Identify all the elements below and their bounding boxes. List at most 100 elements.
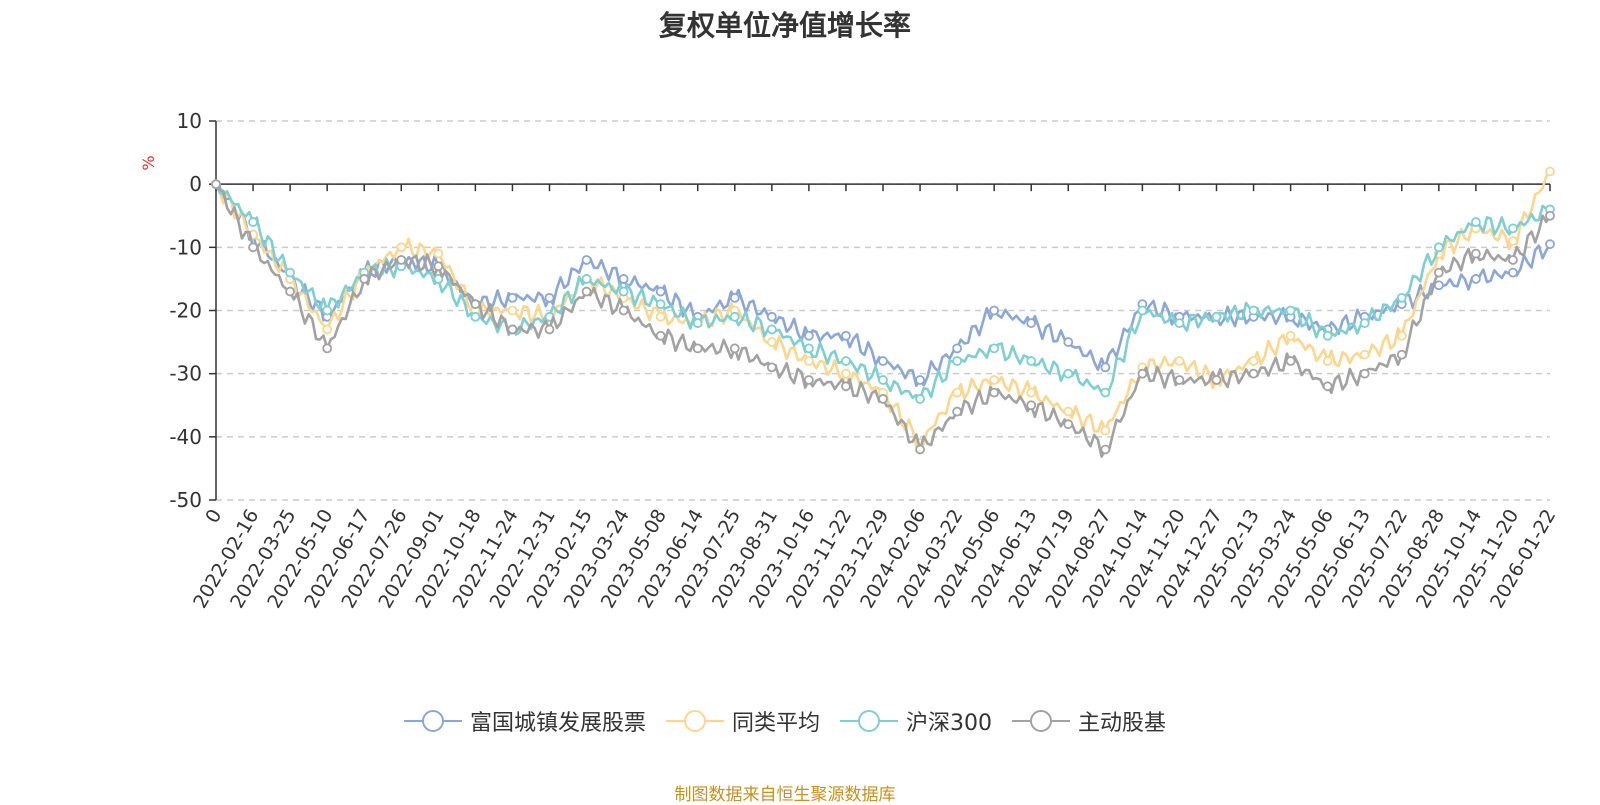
data-point[interactable]: [1063, 337, 1074, 347]
data-point[interactable]: [1470, 248, 1481, 259]
data-point[interactable]: [989, 343, 1000, 354]
data-point[interactable]: [248, 242, 258, 253]
data-point[interactable]: [507, 292, 518, 303]
data-point[interactable]: [766, 337, 777, 347]
data-point[interactable]: [878, 375, 888, 385]
data-point[interactable]: [989, 305, 1000, 316]
data-point[interactable]: [1248, 356, 1259, 366]
data-point[interactable]: [1100, 425, 1111, 436]
data-point[interactable]: [1396, 330, 1407, 341]
data-point[interactable]: [1508, 267, 1518, 278]
data-point[interactable]: [692, 318, 703, 329]
data-point[interactable]: [766, 324, 777, 335]
data-point[interactable]: [285, 267, 296, 278]
data-point[interactable]: [322, 343, 333, 354]
data-point[interactable]: [803, 343, 814, 354]
legend-item[interactable]: 富国城镇发展股票: [403, 705, 646, 737]
data-point[interactable]: [1174, 356, 1185, 366]
data-point[interactable]: [841, 356, 851, 366]
data-point[interactable]: [1174, 318, 1185, 329]
data-point[interactable]: [1433, 267, 1444, 278]
data-point[interactable]: [1063, 419, 1074, 430]
data-point[interactable]: [248, 217, 258, 227]
data-point[interactable]: [1359, 368, 1370, 379]
data-point[interactable]: [692, 343, 703, 354]
data-point[interactable]: [1322, 356, 1333, 366]
data-point[interactable]: [544, 324, 555, 335]
data-point[interactable]: [803, 375, 814, 385]
data-point[interactable]: [1026, 387, 1037, 398]
data-point[interactable]: [1285, 330, 1296, 341]
data-point[interactable]: [1359, 349, 1370, 360]
data-point[interactable]: [1285, 356, 1296, 366]
data-point[interactable]: [655, 286, 666, 297]
data-point[interactable]: [1100, 362, 1111, 373]
data-point[interactable]: [1285, 305, 1296, 316]
data-point[interactable]: [618, 305, 629, 316]
data-point[interactable]: [729, 292, 740, 303]
data-point[interactable]: [1026, 356, 1037, 366]
data-point[interactable]: [433, 274, 444, 284]
data-point[interactable]: [359, 274, 370, 284]
data-point[interactable]: [581, 255, 592, 265]
data-point[interactable]: [878, 356, 888, 366]
data-point[interactable]: [1248, 305, 1259, 316]
data-point[interactable]: [952, 387, 963, 398]
data-point[interactable]: [841, 381, 851, 392]
data-point[interactable]: [1545, 239, 1555, 250]
data-point[interactable]: [915, 444, 925, 455]
data-point[interactable]: [1211, 375, 1222, 385]
data-point[interactable]: [1100, 444, 1111, 455]
legend-item[interactable]: 同类平均: [665, 705, 820, 737]
legend-item[interactable]: 沪深300: [840, 705, 992, 737]
data-point[interactable]: [618, 274, 629, 284]
data-point[interactable]: [581, 274, 592, 284]
data-point[interactable]: [729, 343, 740, 354]
data-point[interactable]: [433, 261, 444, 272]
data-point[interactable]: [1396, 292, 1407, 303]
data-point[interactable]: [841, 330, 851, 341]
data-point[interactable]: [544, 292, 555, 303]
data-point[interactable]: [1100, 387, 1111, 398]
data-point[interactable]: [989, 375, 1000, 385]
data-point[interactable]: [878, 394, 888, 404]
data-point[interactable]: [1137, 305, 1148, 316]
data-point[interactable]: [1063, 406, 1074, 417]
data-point[interactable]: [322, 305, 333, 316]
data-point[interactable]: [915, 375, 925, 385]
data-point[interactable]: [618, 286, 629, 297]
data-point[interactable]: [1322, 330, 1333, 341]
data-point[interactable]: [1545, 210, 1555, 221]
data-point[interactable]: [1359, 318, 1370, 329]
data-point[interactable]: [1470, 217, 1481, 227]
data-point[interactable]: [655, 311, 666, 322]
data-point[interactable]: [507, 324, 518, 335]
data-point[interactable]: [1508, 223, 1518, 234]
data-point[interactable]: [1322, 381, 1333, 392]
data-point[interactable]: [470, 311, 481, 322]
data-point[interactable]: [1508, 236, 1518, 246]
data-point[interactable]: [841, 368, 851, 379]
legend-item[interactable]: 主动股基: [1012, 705, 1166, 737]
data-point[interactable]: [1470, 274, 1481, 284]
data-point[interactable]: [1508, 255, 1518, 265]
data-point[interactable]: [1026, 318, 1037, 329]
data-point[interactable]: [396, 242, 407, 253]
data-point[interactable]: [1137, 368, 1148, 379]
data-point[interactable]: [655, 330, 666, 341]
data-point[interactable]: [1248, 368, 1259, 379]
data-point[interactable]: [952, 406, 963, 417]
data-point[interactable]: [322, 324, 333, 335]
data-point[interactable]: [1433, 280, 1444, 291]
data-point[interactable]: [989, 387, 1000, 398]
data-point[interactable]: [396, 255, 407, 265]
data-point[interactable]: [1433, 242, 1444, 253]
data-point[interactable]: [1063, 368, 1074, 379]
data-point[interactable]: [211, 179, 221, 190]
data-point[interactable]: [1545, 166, 1555, 177]
data-point[interactable]: [655, 299, 666, 310]
data-point[interactable]: [581, 286, 592, 297]
data-point[interactable]: [433, 248, 444, 259]
data-point[interactable]: [285, 286, 296, 297]
data-point[interactable]: [1026, 400, 1037, 411]
